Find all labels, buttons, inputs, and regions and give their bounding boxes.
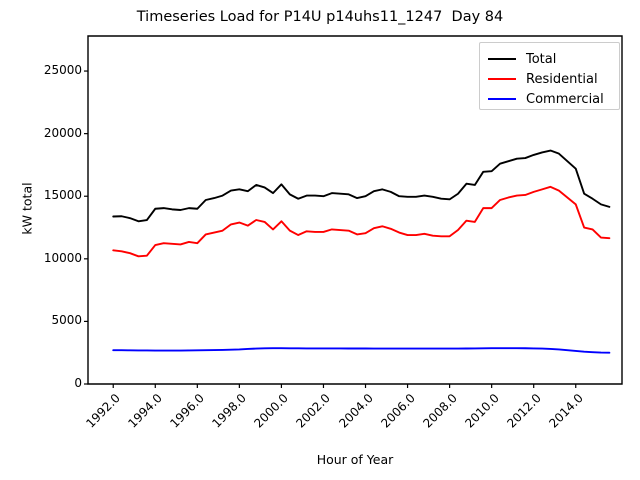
x-axis-label: Hour of Year <box>316 452 394 467</box>
plot-border <box>87 35 623 385</box>
chart-title: Timeseries Load for P14U p14uhs11_1247 D… <box>136 9 504 25</box>
axes-layer <box>84 35 623 388</box>
y-tick-label: 15000 <box>43 188 82 203</box>
series-line-total <box>112 149 611 223</box>
y-tick-label: 0 <box>74 376 82 390</box>
y-tick-label: 5000 <box>51 313 82 328</box>
series-line-residential <box>112 185 611 258</box>
series-layer <box>112 149 611 354</box>
legend-label: Total <box>526 51 557 67</box>
chart-legend[interactable]: Total Residential Commercial <box>479 42 620 110</box>
y-tick-label: 25000 <box>43 63 82 78</box>
legend-color-swatch <box>488 98 516 100</box>
legend-item-total[interactable]: Total <box>480 48 619 70</box>
y-tick-label: 10000 <box>43 250 82 265</box>
series-line-commercial <box>112 347 611 354</box>
legend-item-commercial[interactable]: Commercial <box>480 88 619 110</box>
legend-color-swatch <box>488 78 516 80</box>
legend-item-residential[interactable]: Residential <box>480 68 619 90</box>
legend-color-swatch <box>488 58 516 60</box>
y-tick-label: 20000 <box>43 125 82 140</box>
legend-label: Residential <box>526 71 598 87</box>
legend-label: Commercial <box>526 91 604 107</box>
y-axis-label: kW total <box>19 182 35 235</box>
